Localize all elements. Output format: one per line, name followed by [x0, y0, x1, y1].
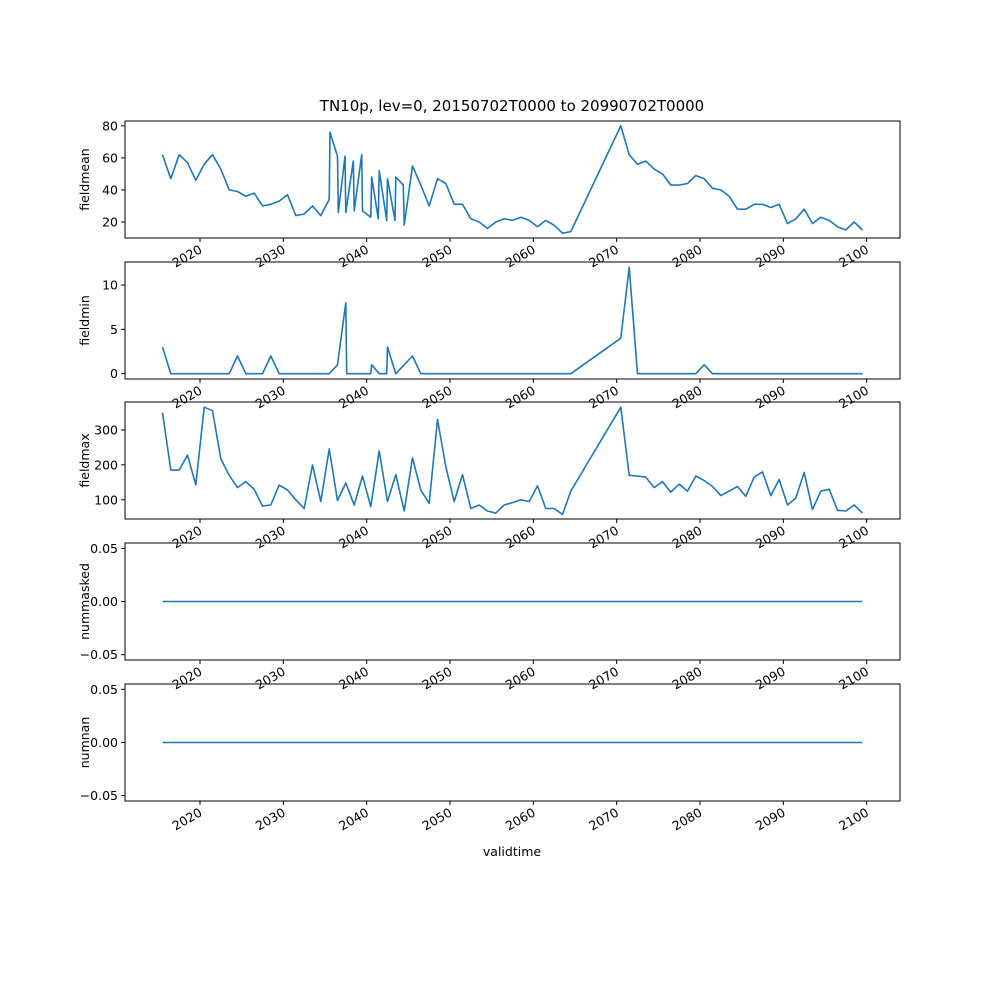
y-tick-label-fieldmean: 60: [102, 150, 118, 165]
y-tick-label-numnan: 0.00: [90, 735, 118, 750]
y-tick-label-fieldmean: 80: [102, 118, 118, 133]
series-line-fieldmax: [161, 406, 864, 516]
y-tick-label-fieldmax: 100: [94, 492, 118, 507]
axes-frame-fieldmean: [124, 120, 901, 239]
y-tick-label-nummasked: −0.05: [80, 647, 118, 662]
series-line-fieldmean: [161, 125, 864, 234]
y-tick-label-fieldmean: 40: [102, 182, 118, 197]
y-tick-label-fieldmin: 10: [102, 278, 118, 293]
axes-frame-fieldmax: [124, 401, 901, 520]
y-tick-label-fieldmean: 20: [102, 214, 118, 229]
y-tick-label-nummasked: 0.00: [90, 594, 118, 609]
y-axis-label-fieldmin: fieldmin: [77, 295, 92, 346]
y-axis-label-nummasked: nummasked: [77, 563, 92, 640]
y-tick-label-fieldmax: 200: [94, 457, 118, 472]
y-tick-label-fieldmax: 300: [94, 422, 118, 437]
y-tick-label-nummasked: 0.05: [90, 541, 118, 556]
y-tick-label-numnan: 0.05: [90, 682, 118, 697]
chart-title: TN10p, lev=0, 20150702T0000 to 20990702T…: [319, 97, 704, 115]
y-axis-label-fieldmax: fieldmax: [77, 433, 92, 487]
y-axis-label-fieldmean: fieldmean: [77, 148, 92, 210]
series-line-fieldmin: [161, 266, 863, 375]
y-axis-label-numnan: numnan: [77, 717, 92, 769]
axes-frame-fieldmin: [124, 261, 901, 380]
x-axis-label: validtime: [483, 844, 541, 859]
y-tick-label-numnan: −0.05: [80, 788, 118, 803]
y-tick-label-fieldmin: 5: [110, 322, 118, 337]
y-tick-label-fieldmin: 0: [110, 366, 118, 381]
